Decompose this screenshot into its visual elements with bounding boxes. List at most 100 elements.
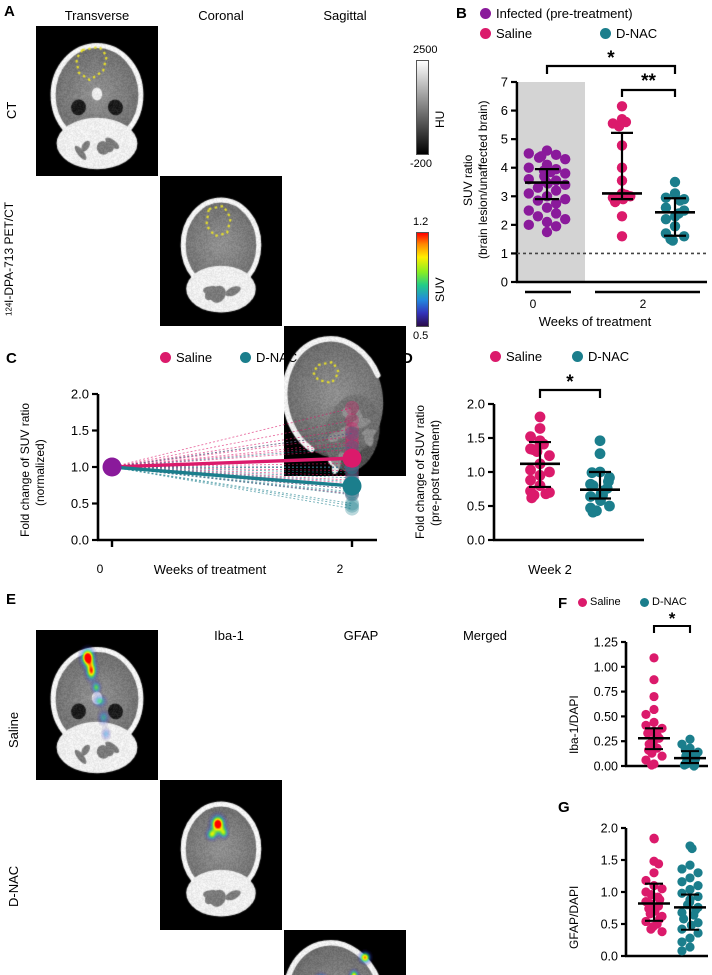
panel-d-legend-item-dnac: D-NAC (572, 349, 629, 364)
svg-text:*: * (607, 48, 615, 69)
legend-dot-infected-icon (480, 8, 491, 19)
svg-text:0.25: 0.25 (594, 735, 618, 749)
pet-colorbar-max-label: 1.2 (413, 216, 428, 228)
pet-colorbar-title: SUV (433, 258, 447, 302)
pet-colorbar-min-label: 0.5 (413, 330, 428, 342)
svg-text:*: * (669, 609, 676, 628)
svg-text:**: ** (641, 71, 656, 92)
panel-a-row-label-tracer: I-DPA-713 PET/CT (2, 202, 16, 303)
svg-text:5: 5 (501, 132, 508, 147)
panel-b-legend-item-dnac: D-NAC (600, 26, 657, 41)
panel-b-ylabel-line2: (brain lesion/unaffected brain) (476, 100, 490, 259)
panel-f-legend-item-saline: Saline (578, 596, 621, 608)
panel-d-xlabel: Week 2 (490, 562, 610, 577)
panel-c-ylabel-line2: (normalized) (33, 439, 47, 506)
panel-a-pet-coronal-image (160, 780, 282, 930)
ct-colorbar-title: HU (433, 88, 447, 128)
panel-g-plot: 0.0 0.5 1.0 1.5 2.0 (582, 806, 710, 971)
ct-colorbar-gradient (416, 60, 429, 155)
panel-c-ylabel-sub: (normalized) (33, 400, 51, 545)
panel-c-ylabel-line1: Fold change of SUV ratio (18, 403, 32, 537)
panel-f-letter: F (558, 596, 567, 611)
panel-c-letter: C (6, 351, 17, 366)
panel-b-legend-label-dnac: D-NAC (616, 26, 657, 41)
legend-dot-saline-icon (578, 598, 587, 607)
panel-a-pet-transverse-image (36, 630, 158, 780)
svg-text:0.5: 0.5 (71, 496, 89, 511)
svg-text:*: * (566, 372, 574, 393)
svg-text:6: 6 (501, 103, 508, 118)
panel-b-xtick-2: 2 (608, 297, 678, 311)
svg-text:1.5: 1.5 (467, 431, 485, 446)
panel-f-legend-label-saline: Saline (590, 596, 621, 608)
panel-a-pet-sagittal-image (284, 930, 406, 975)
panel-d-legend-label-dnac: D-NAC (588, 349, 629, 364)
panel-e-row-label-dnac: D-NAC (6, 816, 26, 956)
legend-dot-dnac-icon (600, 28, 611, 39)
svg-text:1.0: 1.0 (601, 886, 618, 900)
panel-e-letter: E (6, 592, 16, 607)
panel-f-legend-label-dnac: D-NAC (652, 596, 687, 608)
panel-b-letter: B (456, 6, 467, 21)
panel-g-letter: G (558, 800, 570, 815)
ct-colorbar-max-label: 2500 (413, 44, 437, 56)
svg-text:2.0: 2.0 (601, 822, 618, 836)
panel-e-column-title-dapi: DAPI (34, 628, 160, 643)
panel-a-column-title-sagittal: Sagittal (284, 8, 406, 23)
panel-a-letter: A (4, 4, 15, 19)
panel-c-plot: 0.0 0.5 1.0 1.5 2.0 (52, 382, 382, 562)
ct-colorbar-min-label: -200 (410, 158, 432, 170)
panel-c-xlabel: Weeks of treatment (120, 562, 300, 577)
pet-colorbar-gradient (416, 232, 429, 327)
svg-text:1.0: 1.0 (71, 460, 89, 475)
panel-b-plot: 0 1 2 3 4 5 6 7 ** * (495, 60, 710, 310)
legend-dot-saline-icon (480, 28, 491, 39)
panel-d-legend-item-saline: Saline (490, 349, 542, 364)
svg-text:1.5: 1.5 (601, 854, 618, 868)
panel-a-row-label-ct: CT (4, 40, 22, 180)
svg-text:0.0: 0.0 (71, 533, 89, 548)
svg-text:2.0: 2.0 (71, 387, 89, 402)
panel-e-column-title-iba1: Iba-1 (166, 628, 292, 643)
panel-e-row-label-saline: Saline (6, 660, 26, 800)
legend-dot-saline-icon (160, 352, 171, 363)
panel-c-legend-item-dnac: D-NAC (240, 350, 297, 365)
svg-text:7: 7 (501, 75, 508, 90)
svg-text:0.00: 0.00 (594, 760, 618, 774)
panel-a-ct-coronal-image (160, 176, 282, 326)
svg-text:1.00: 1.00 (594, 660, 618, 674)
panel-g-ylabel-text: GFAP/DAPI (567, 885, 581, 948)
legend-dot-dnac-icon (572, 351, 583, 362)
svg-text:0.50: 0.50 (594, 710, 618, 724)
panel-a-ct-transverse-image (36, 26, 158, 176)
svg-text:1.25: 1.25 (594, 636, 618, 650)
panel-a-row-label-isotope: 124 (5, 303, 14, 316)
panel-b-legend-label-infected: Infected (pre-treatment) (496, 6, 633, 21)
figure-root: A Transverse Coronal Sagittal CT 124 I-DP… (0, 0, 712, 975)
panel-c-xtick-2: 2 (320, 562, 360, 576)
panel-f-ylabel: Iba-1/DAPI (567, 670, 583, 780)
svg-text:3: 3 (501, 189, 508, 204)
panel-b-xtick-0: 0 (498, 297, 568, 311)
svg-text:0.0: 0.0 (601, 950, 618, 964)
panel-c-legend-label-dnac: D-NAC (256, 350, 297, 365)
svg-text:1.0: 1.0 (467, 465, 485, 480)
svg-text:1: 1 (501, 246, 508, 261)
svg-text:4: 4 (501, 160, 508, 175)
panel-a-column-title-coronal: Coronal (160, 8, 282, 23)
svg-text:0.0: 0.0 (467, 533, 485, 548)
panel-d-plot: 0.0 0.5 1.0 1.5 2.0 * (448, 382, 648, 562)
panel-c-legend-label-saline: Saline (176, 350, 212, 365)
panel-f-ylabel-text: Iba-1/DAPI (567, 696, 581, 755)
panel-g-ylabel: GFAP/DAPI (567, 862, 583, 972)
legend-dot-saline-icon (490, 351, 501, 362)
panel-e-column-title-merged: Merged (422, 628, 548, 643)
panel-b-ylabel-line1: SUV ratio (461, 154, 475, 205)
panel-d-ylabel-sub: (pre-post treatment) (428, 400, 446, 545)
legend-dot-dnac-icon (640, 598, 649, 607)
panel-a-row-label-pet: 124 I-DPA-713 PET/CT (2, 185, 22, 333)
legend-dot-dnac-icon (240, 352, 251, 363)
panel-e-column-title-gfap: GFAP (298, 628, 424, 643)
panel-b-legend-label-saline: Saline (496, 26, 532, 41)
panel-b-legend-item-saline: Saline (480, 26, 532, 41)
